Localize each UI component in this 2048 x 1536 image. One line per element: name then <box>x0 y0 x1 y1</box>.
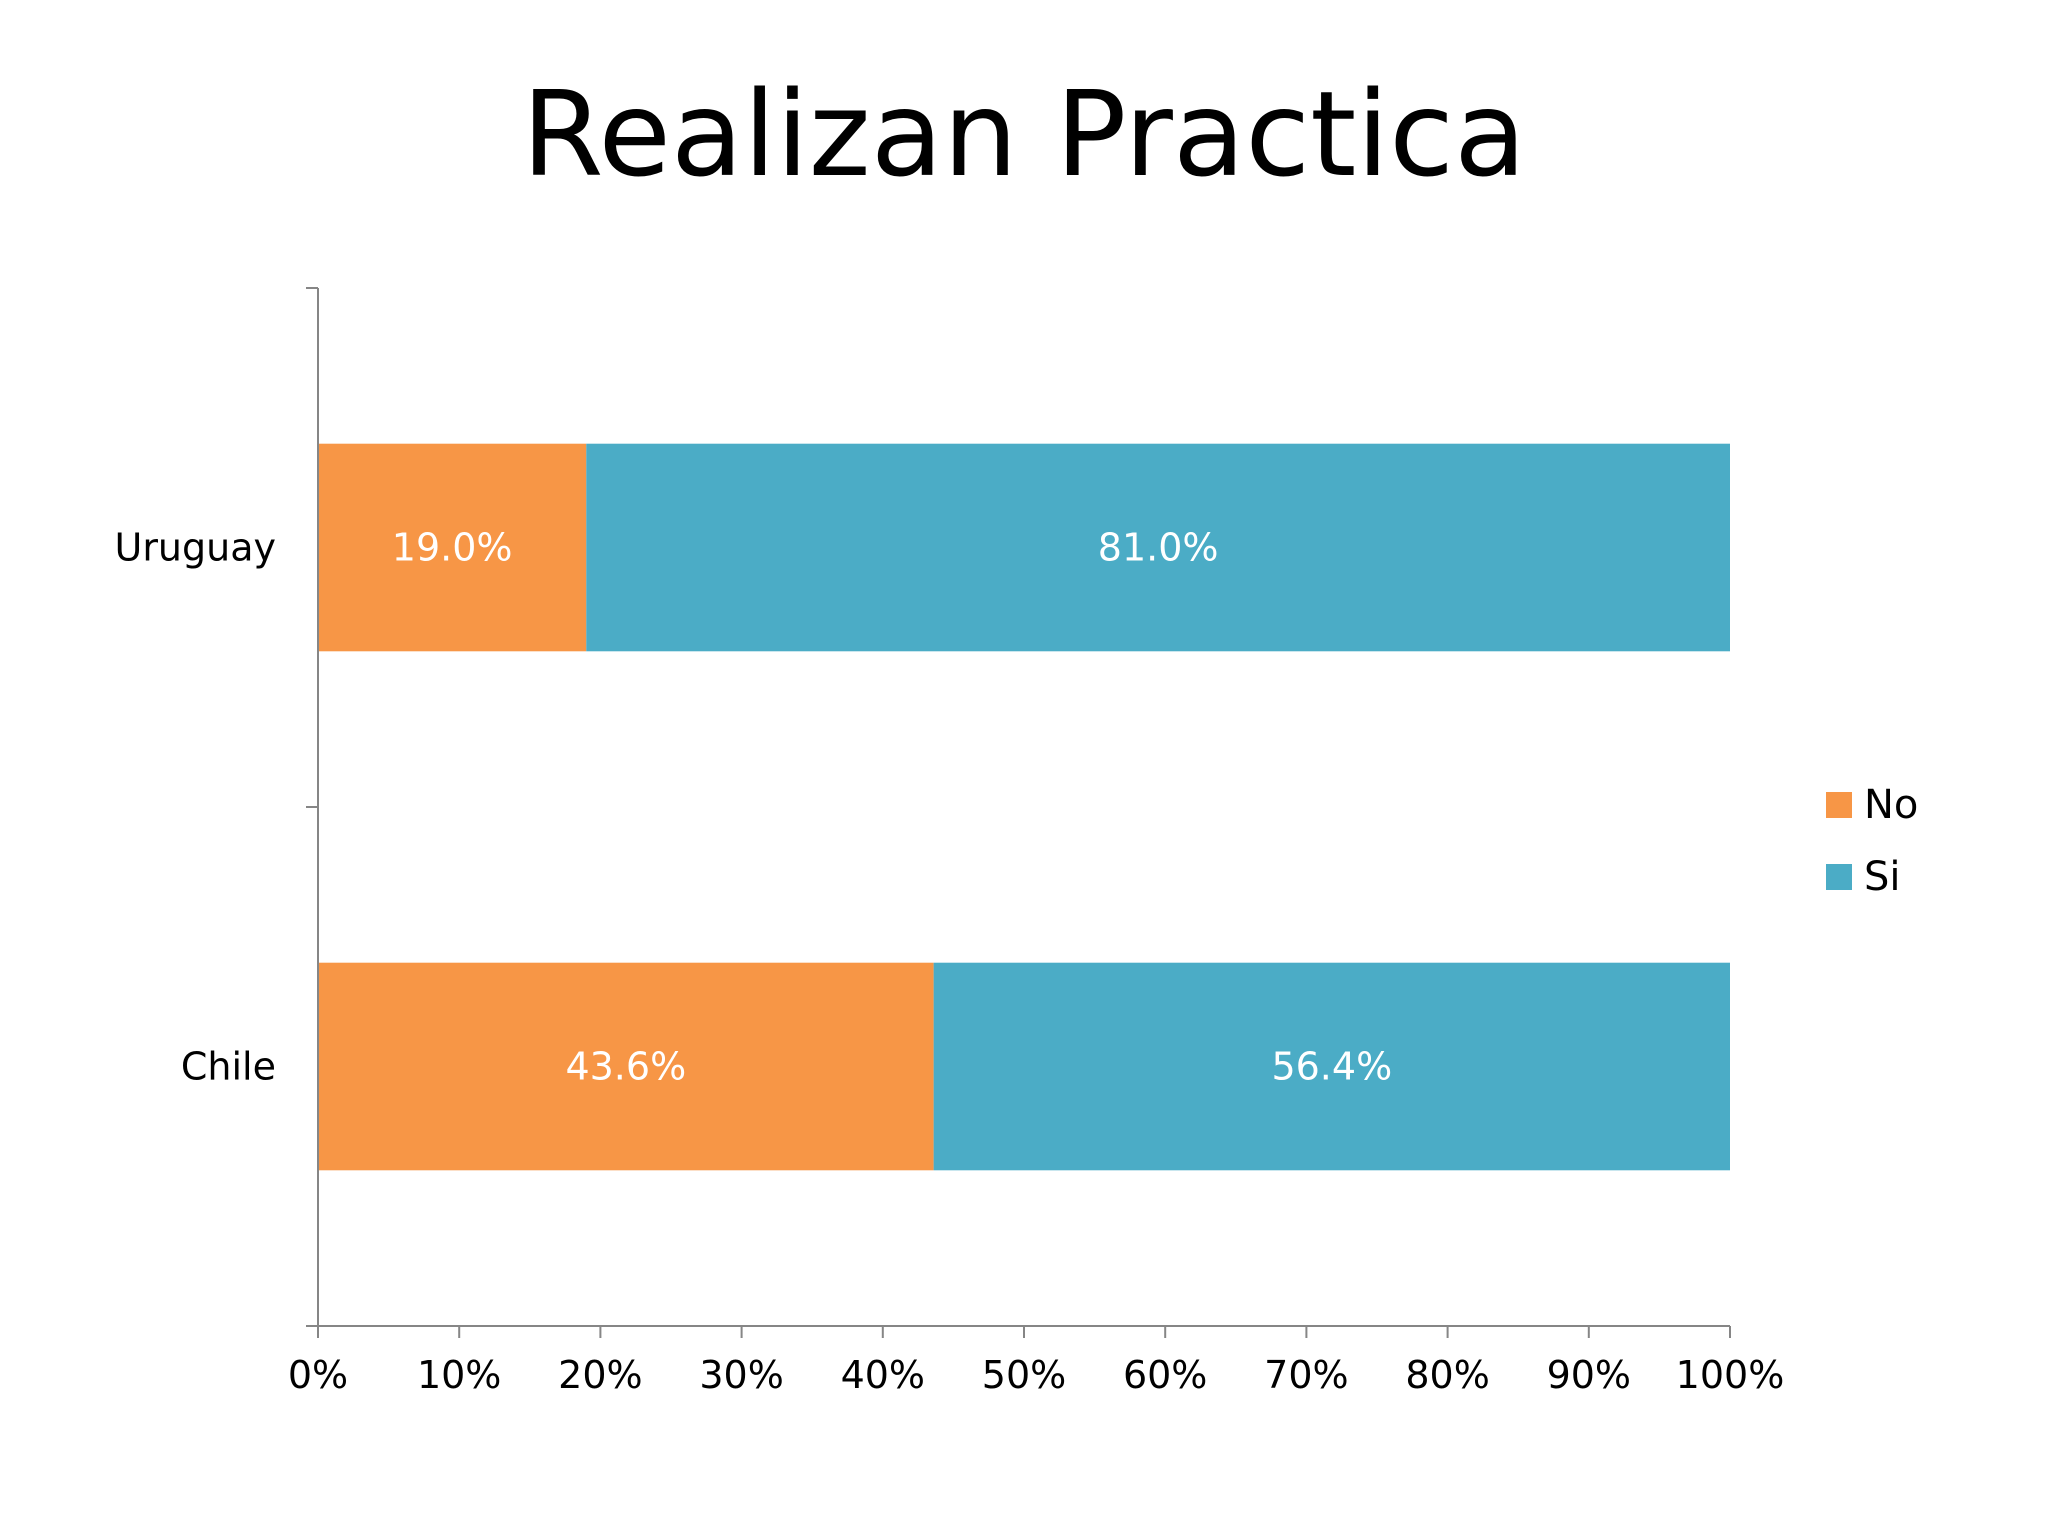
chart-title: Realizan Practica <box>521 65 1527 203</box>
data-label-chile-si: 56.4% <box>1271 1045 1392 1089</box>
legend-swatch-no <box>1826 792 1852 818</box>
category-labels-group: Uruguay Chile <box>115 526 277 1089</box>
legend: No Si <box>1826 782 1918 900</box>
data-label-uruguay-no: 19.0% <box>392 526 513 570</box>
data-labels-group: 19.0% 81.0% 43.6% 56.4% <box>392 526 1392 1089</box>
x-tick-label: 0% <box>288 1353 348 1397</box>
data-label-uruguay-si: 81.0% <box>1098 526 1219 570</box>
legend-label-no: No <box>1864 782 1918 828</box>
legend-label-si: Si <box>1864 854 1901 900</box>
x-tick-label: 10% <box>417 1353 501 1397</box>
bar-chile-si <box>933 962 1730 1171</box>
x-tick-label: 40% <box>841 1353 925 1397</box>
bars-group <box>318 443 1730 1171</box>
data-label-chile-no: 43.6% <box>565 1045 686 1089</box>
x-tick-label: 80% <box>1405 1353 1489 1397</box>
x-tick-label: 60% <box>1123 1353 1207 1397</box>
axes-group <box>306 287 1731 1338</box>
x-tick-label: 20% <box>558 1353 642 1397</box>
bar-uruguay-no <box>318 443 587 652</box>
bar-chile-no <box>318 962 934 1171</box>
tick-labels-group: 0% 10% 20% 30% 40% 50% 60% 70% 80% 90% 100% <box>288 1353 1784 1397</box>
x-tick-label: 70% <box>1264 1353 1348 1397</box>
legend-swatch-si <box>1826 864 1852 890</box>
x-tick-label: 30% <box>699 1353 783 1397</box>
category-label-chile: Chile <box>181 1045 276 1089</box>
category-label-uruguay: Uruguay <box>115 526 277 570</box>
x-tick-label: 100% <box>1676 1353 1785 1397</box>
bar-uruguay-si <box>586 443 1730 652</box>
x-tick-label: 90% <box>1547 1353 1631 1397</box>
x-tick-label: 50% <box>982 1353 1066 1397</box>
